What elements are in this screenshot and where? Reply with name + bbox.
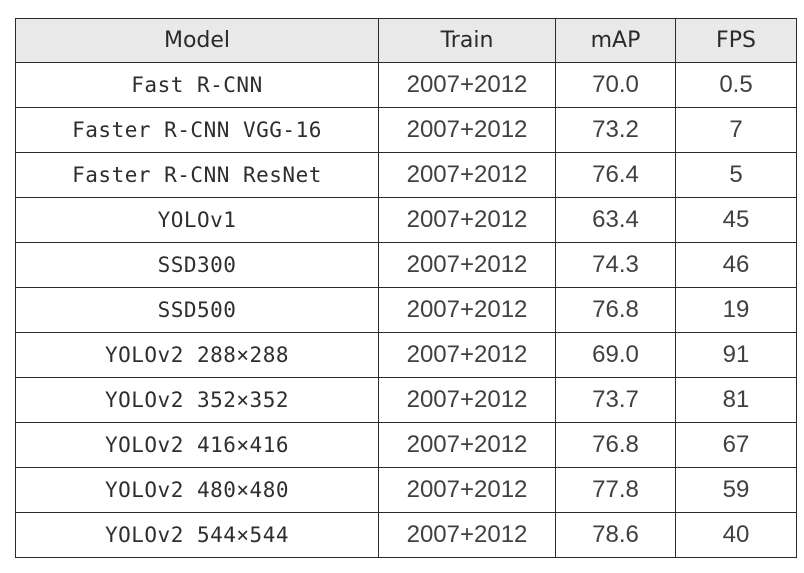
cell-fps: 7 [675,107,797,153]
cell-fps: 81 [675,377,797,423]
table-row: Faster R-CNN VGG-16 2007+2012 73.2 7 [15,107,797,153]
header-train: Train [378,18,556,63]
table-row: YOLOv2 480×480 2007+2012 77.8 59 [15,467,797,513]
header-fps: FPS [675,18,797,63]
cell-train: 2007+2012 [378,332,556,378]
cell-fps: 67 [675,422,797,468]
cell-map: 76.8 [555,422,676,468]
comparison-table-container: Model Train mAP FPS Fast R-CNN 2007+2012… [15,18,797,558]
table-row: YOLOv2 288×288 2007+2012 69.0 91 [15,332,797,378]
header-map: mAP [555,18,676,63]
cell-model: Fast R-CNN [15,62,379,108]
cell-fps: 46 [675,242,797,288]
cell-map: 76.4 [555,152,676,198]
table-body: Fast R-CNN 2007+2012 70.0 0.5 Faster R-C… [15,62,797,558]
table-row: YOLOv1 2007+2012 63.4 45 [15,197,797,243]
cell-map: 73.2 [555,107,676,153]
cell-train: 2007+2012 [378,467,556,513]
table-row: YOLOv2 352×352 2007+2012 73.7 81 [15,377,797,423]
cell-map: 74.3 [555,242,676,288]
cell-map: 76.8 [555,287,676,333]
cell-train: 2007+2012 [378,512,556,558]
header-model: Model [15,18,379,63]
cell-map: 78.6 [555,512,676,558]
header-row: Model Train mAP FPS [15,18,797,63]
model-comparison-table: Model Train mAP FPS Fast R-CNN 2007+2012… [15,18,797,558]
cell-train: 2007+2012 [378,242,556,288]
cell-model: YOLOv2 416×416 [15,422,379,468]
cell-train: 2007+2012 [378,422,556,468]
cell-fps: 59 [675,467,797,513]
cell-fps: 45 [675,197,797,243]
cell-train: 2007+2012 [378,62,556,108]
cell-model: YOLOv2 480×480 [15,467,379,513]
table-row: YOLOv2 416×416 2007+2012 76.8 67 [15,422,797,468]
cell-train: 2007+2012 [378,197,556,243]
cell-model: SSD500 [15,287,379,333]
cell-train: 2007+2012 [378,377,556,423]
cell-fps: 0.5 [675,62,797,108]
cell-train: 2007+2012 [378,287,556,333]
cell-fps: 91 [675,332,797,378]
cell-train: 2007+2012 [378,152,556,198]
table-row: YOLOv2 544×544 2007+2012 78.6 40 [15,512,797,558]
cell-model: YOLOv2 288×288 [15,332,379,378]
cell-map: 73.7 [555,377,676,423]
table-row: SSD500 2007+2012 76.8 19 [15,287,797,333]
table-row: Faster R-CNN ResNet 2007+2012 76.4 5 [15,152,797,198]
table-header: Model Train mAP FPS [15,18,797,63]
cell-model: YOLOv2 544×544 [15,512,379,558]
cell-model: Faster R-CNN ResNet [15,152,379,198]
table-row: SSD300 2007+2012 74.3 46 [15,242,797,288]
cell-fps: 40 [675,512,797,558]
cell-fps: 5 [675,152,797,198]
cell-map: 77.8 [555,467,676,513]
table-row: Fast R-CNN 2007+2012 70.0 0.5 [15,62,797,108]
cell-map: 69.0 [555,332,676,378]
cell-fps: 19 [675,287,797,333]
cell-train: 2007+2012 [378,107,556,153]
cell-model: SSD300 [15,242,379,288]
cell-model: Faster R-CNN VGG-16 [15,107,379,153]
cell-map: 63.4 [555,197,676,243]
cell-model: YOLOv2 352×352 [15,377,379,423]
cell-map: 70.0 [555,62,676,108]
cell-model: YOLOv1 [15,197,379,243]
